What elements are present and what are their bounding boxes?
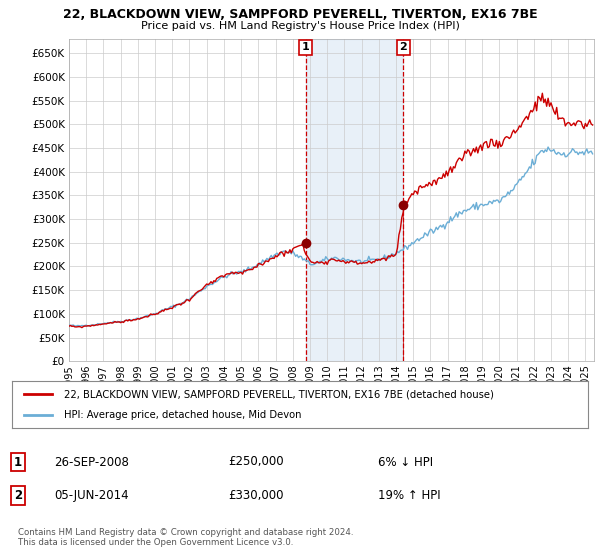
Text: 26-SEP-2008: 26-SEP-2008 [54,455,129,469]
Text: HPI: Average price, detached house, Mid Devon: HPI: Average price, detached house, Mid … [64,410,301,420]
Text: 6% ↓ HPI: 6% ↓ HPI [378,455,433,469]
Text: £250,000: £250,000 [228,455,284,469]
Text: 2: 2 [14,489,22,502]
Text: 2: 2 [400,43,407,53]
Text: 19% ↑ HPI: 19% ↑ HPI [378,489,440,502]
Text: 05-JUN-2014: 05-JUN-2014 [54,489,128,502]
Text: 22, BLACKDOWN VIEW, SAMPFORD PEVERELL, TIVERTON, EX16 7BE: 22, BLACKDOWN VIEW, SAMPFORD PEVERELL, T… [62,8,538,21]
Text: Contains HM Land Registry data © Crown copyright and database right 2024.
This d: Contains HM Land Registry data © Crown c… [18,528,353,547]
Text: 22, BLACKDOWN VIEW, SAMPFORD PEVERELL, TIVERTON, EX16 7BE (detached house): 22, BLACKDOWN VIEW, SAMPFORD PEVERELL, T… [64,389,494,399]
Text: 1: 1 [302,43,310,53]
Bar [305,39,403,361]
Text: £330,000: £330,000 [228,489,284,502]
Text: 1: 1 [14,455,22,469]
Text: Price paid vs. HM Land Registry's House Price Index (HPI): Price paid vs. HM Land Registry's House … [140,21,460,31]
